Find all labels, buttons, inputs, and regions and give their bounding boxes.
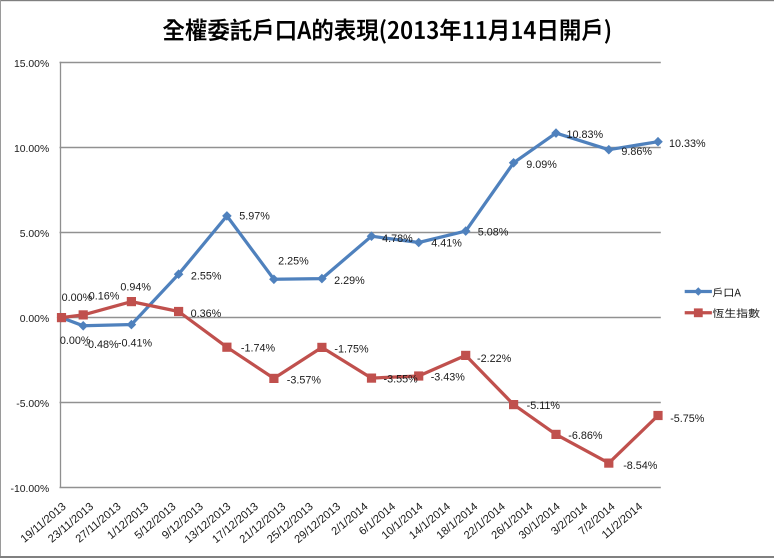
svg-text:5.97%: 5.97% bbox=[239, 211, 270, 223]
svg-text:0.00%: 0.00% bbox=[60, 335, 91, 347]
svg-text:-3.55%: -3.55% bbox=[384, 374, 419, 386]
svg-text:-1.74%: -1.74% bbox=[241, 343, 276, 355]
svg-text:-0.41%: -0.41% bbox=[118, 338, 153, 350]
svg-text:-1.75%: -1.75% bbox=[334, 343, 369, 355]
svg-text:10.00%: 10.00% bbox=[14, 144, 49, 155]
svg-text:-2.22%: -2.22% bbox=[477, 353, 512, 365]
svg-text:4.41%: 4.41% bbox=[431, 238, 462, 250]
svg-text:10.83%: 10.83% bbox=[567, 129, 604, 141]
svg-text:0.94%: 0.94% bbox=[120, 281, 151, 293]
svg-text:2.55%: 2.55% bbox=[191, 271, 222, 283]
svg-text:15.00%: 15.00% bbox=[14, 59, 49, 70]
svg-text:-5.00%: -5.00% bbox=[16, 399, 49, 410]
svg-text:2.25%: 2.25% bbox=[278, 255, 309, 267]
svg-text:-0.48%: -0.48% bbox=[84, 339, 119, 351]
svg-text:9.86%: 9.86% bbox=[621, 146, 652, 158]
svg-text:10.33%: 10.33% bbox=[669, 138, 706, 150]
svg-text:0.36%: 0.36% bbox=[191, 308, 222, 320]
svg-text:9.09%: 9.09% bbox=[526, 159, 557, 171]
svg-text:5.08%: 5.08% bbox=[478, 226, 509, 238]
svg-text:4.78%: 4.78% bbox=[382, 233, 413, 245]
svg-text:5.00%: 5.00% bbox=[20, 229, 49, 240]
svg-text:-3.57%: -3.57% bbox=[287, 374, 322, 386]
svg-text:-3.43%: -3.43% bbox=[431, 371, 466, 383]
svg-text:-10.00%: -10.00% bbox=[10, 484, 49, 495]
svg-text:-8.54%: -8.54% bbox=[623, 460, 658, 472]
svg-text:0.00%: 0.00% bbox=[62, 292, 93, 304]
svg-text:-5.75%: -5.75% bbox=[670, 413, 705, 425]
svg-text:0.16%: 0.16% bbox=[89, 290, 120, 302]
svg-text:0.00%: 0.00% bbox=[20, 314, 49, 325]
svg-text:-5.11%: -5.11% bbox=[527, 400, 561, 412]
svg-text:2.29%: 2.29% bbox=[334, 275, 365, 287]
svg-text:-6.86%: -6.86% bbox=[568, 430, 603, 442]
